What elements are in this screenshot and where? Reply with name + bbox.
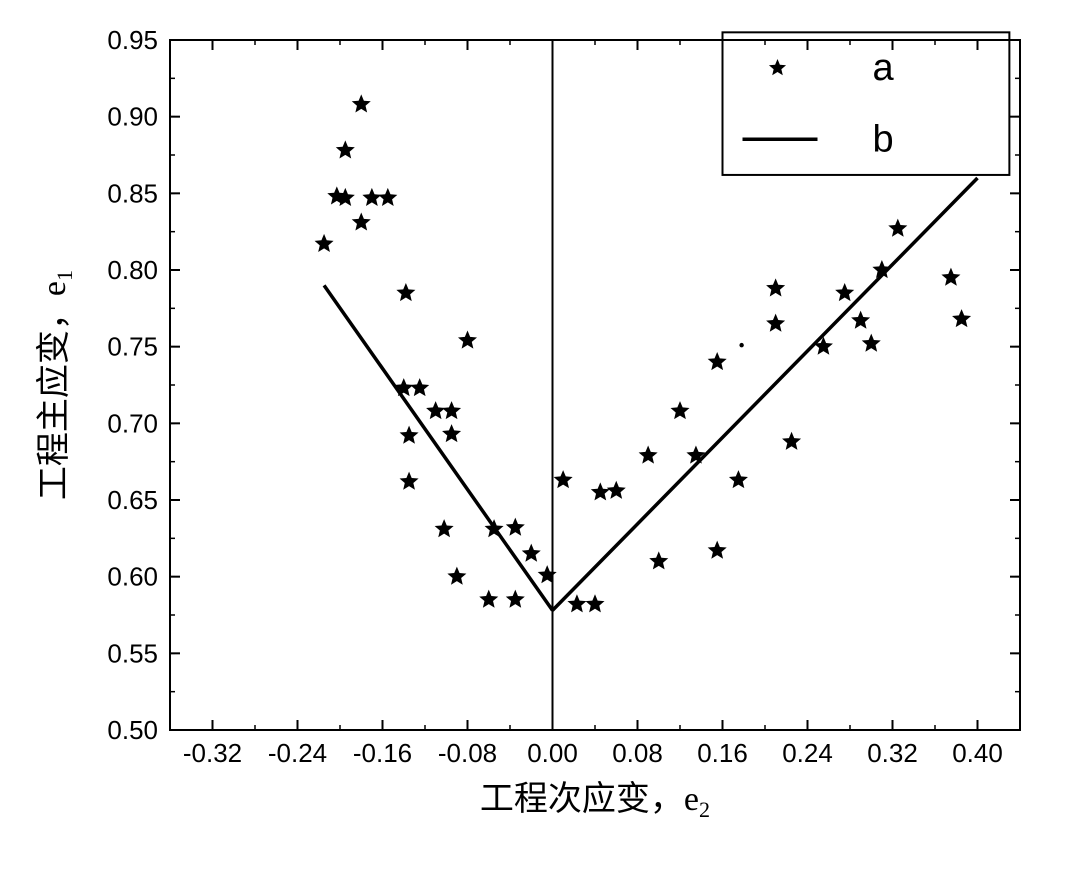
chart-container: -0.32 -0.24 -0.16 -0.08 0.00 0.08 0.16 0.24 0.32… (0, 0, 1072, 874)
scatter-chart: -0.32 -0.24 -0.16 -0.08 0.00 0.08 0.16 0.24 0.32… (0, 0, 1072, 874)
y-tick-label: 0.65 (107, 485, 158, 515)
legend-label-b: b (873, 118, 894, 160)
y-tick-label: 0.55 (107, 638, 158, 668)
x-tick-label: 0.16 (697, 738, 748, 768)
y-tick-label: 0.60 (107, 562, 158, 592)
x-tick-label: 0.40 (952, 738, 1003, 768)
x-tick-label: 0.24 (782, 738, 833, 768)
x-tick-label: -0.08 (438, 738, 497, 768)
y-tick-label: 0.50 (107, 715, 158, 745)
x-tick-label: -0.24 (268, 738, 327, 768)
y-tick-label: 0.70 (107, 408, 158, 438)
x-tick-label: -0.32 (183, 738, 242, 768)
x-tick-label: -0.16 (353, 738, 412, 768)
y-tick-label: 0.75 (107, 332, 158, 362)
x-tick-label: 0.32 (867, 738, 918, 768)
y-tick-label: 0.90 (107, 102, 158, 132)
y-tick-label: 0.85 (107, 178, 158, 208)
x-tick-label: 0.00 (527, 738, 578, 768)
x-axis-label: 工程次应变，e2 (480, 780, 710, 822)
y-tick-label: 0.80 (107, 255, 158, 285)
legend-label-a: a (873, 47, 895, 89)
x-tick-label: 0.08 (612, 738, 663, 768)
y-tick-label: 0.95 (107, 25, 158, 55)
y-axis-label: 工程主应变，e1 (35, 270, 77, 500)
stray-dot (739, 343, 743, 347)
